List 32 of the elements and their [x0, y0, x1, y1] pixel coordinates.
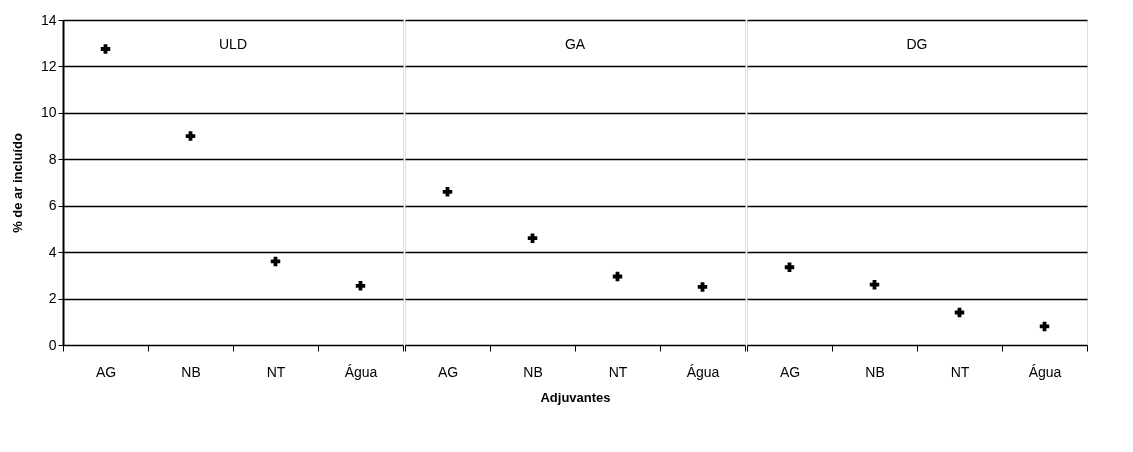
- y-tick-label: 4: [48, 243, 57, 260]
- x-tick-label: NB: [523, 363, 543, 380]
- x-tick-label: NT: [950, 363, 970, 380]
- point: [100, 44, 111, 54]
- y-axis-title: % de ar incluído: [9, 133, 25, 233]
- x-tick-label: Água: [686, 363, 720, 380]
- point: [185, 131, 196, 141]
- x-tick-label: NB: [181, 363, 201, 380]
- x-tick-label: NB: [865, 363, 885, 380]
- x-tick-label: AG: [95, 363, 117, 380]
- y-tick-label: 6: [48, 197, 57, 214]
- point: [527, 233, 538, 243]
- y-tick-label: 0: [48, 336, 57, 353]
- y-tick-label: 14: [40, 11, 57, 28]
- x-tick-label: Água: [1028, 363, 1062, 380]
- y-tick-label: 10: [40, 104, 57, 121]
- x-tick-label: NT: [266, 363, 286, 380]
- y-tick-label: 12: [40, 57, 57, 74]
- point: [697, 282, 708, 292]
- x-tick-label: NT: [608, 363, 628, 380]
- x-axis-title: Adjuvantes: [540, 389, 611, 405]
- point: [442, 187, 453, 197]
- y-tick-label: 8: [48, 150, 57, 167]
- y-tick-label: 2: [48, 290, 57, 307]
- x-tick-label: AG: [779, 363, 801, 380]
- point: [355, 281, 366, 291]
- point: [784, 262, 795, 272]
- x-tick-label: AG: [437, 363, 459, 380]
- text: GA: [564, 36, 586, 52]
- text: ULD: [218, 36, 248, 52]
- text: DG: [906, 36, 928, 52]
- x-tick-label: Água: [344, 363, 378, 380]
